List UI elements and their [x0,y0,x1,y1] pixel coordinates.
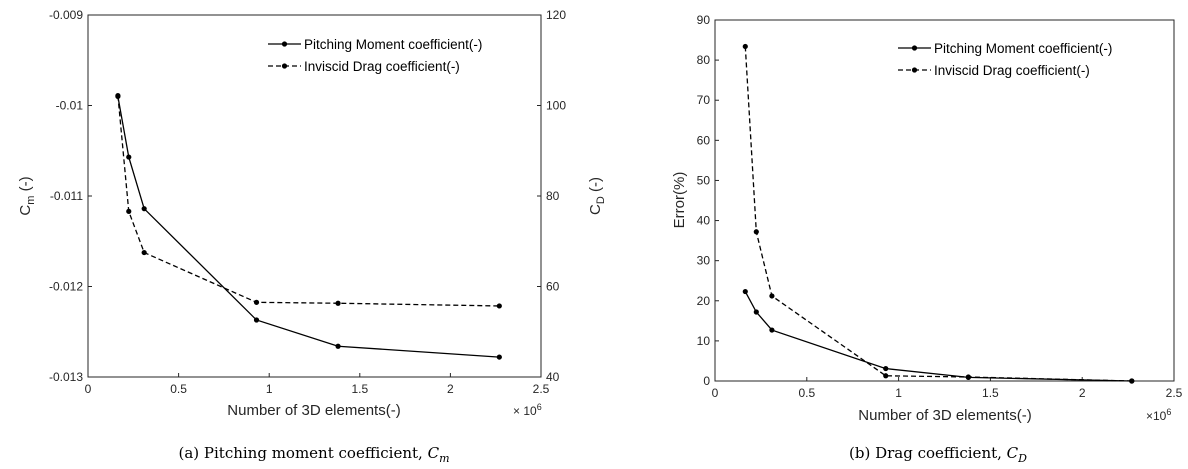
plot-a-y-right-tick-label: 60 [546,280,560,294]
plot-a-x-tick-label: 1.5 [351,382,368,396]
legend-b-dashed-marker [911,67,918,73]
plot-a-series-1-point [335,343,341,349]
plot-b-y-tick-label: 30 [697,254,711,268]
plot-b-series-2-point [965,374,971,380]
plot-b-y-tick-label: 20 [697,294,711,308]
legend-a-item-1: Pitching Moment coefficient(-) [304,37,482,52]
plot-a-x-ticks: 0 0.5 1 1.5 2 2.5 [85,373,550,396]
plot-b-x-tick-label: 1 [895,386,902,400]
plot-a-series-1-point [126,154,132,160]
plot-b-y-tick-label: 70 [697,93,711,107]
plot-b-series-2-line [744,46,1132,382]
plot-a-y-right-tick-label: 80 [546,189,560,203]
plot-a-series-2-point [126,208,132,214]
plot-a-y-left-tick-label: -0.01 [56,99,84,113]
plot-a-series-2-point [253,299,260,305]
plot-b-x-tick-label: 0 [712,386,719,400]
plot-b-y-tick-label: 60 [697,133,711,147]
plot-b-series-1-point [769,327,775,333]
plot-b-series-1-line [744,291,1132,382]
plot-a-series-1-point [253,317,260,323]
plot-a-series-1-point [496,354,502,360]
plot-a-y-left-label: Cm (-) [17,176,37,215]
plot-a-x-axis-label: Number of 3D elements(-) [227,402,400,419]
plot-a-x-tick-label: 1 [266,382,273,396]
legend-a-solid-marker [281,41,288,47]
plot-a-y-left-tick-label: -0.013 [49,370,83,384]
plot-a-y-right-tick-label: 40 [546,370,560,384]
plot-a-y-right-tick-label: 120 [546,8,566,22]
plot-a-x-tick-label: 0.5 [170,382,187,396]
plot-a-x-tick-label: 2.5 [533,382,550,396]
legend-b-solid-marker [911,45,918,51]
plot-b-y-tick-label: 40 [697,214,711,228]
plot-a-y-right-tick-label: 100 [546,99,566,113]
plot-a-series-2-point [335,300,341,306]
plot-b-x-tick-label: 2.5 [1166,386,1183,400]
plot-b-x-axis-label: Number of 3D elements(-) [858,407,1031,424]
plot-b-y-tick-label: 90 [697,13,711,27]
plot-a-x-tick-label: 2 [447,382,454,396]
plot-b-y-ticks: 0 10 20 30 40 50 60 70 80 90 [697,13,719,388]
plot-a-x-exponent: × 106 [513,402,542,418]
plot-a-caption: (a) Pitching moment coefficient, Cm [178,444,449,465]
plot-b-series [742,43,1135,384]
plot-a-y-left-tick-label: -0.012 [49,280,83,294]
legend-a-dashed-marker [281,63,288,69]
plot-a-y-left-tick-label: -0.009 [49,8,83,22]
plot-b-series-2-point [753,229,759,235]
plot-a-y-left-ticks: -0.013 -0.012 -0.011 -0.01 -0.009 [49,8,92,384]
plot-a-series-2-point [115,92,121,99]
plot-b-y-tick-label: 80 [697,53,711,67]
plot-a-series-2-line [117,95,500,307]
plot-b-series-1-point [742,288,748,295]
plot-b-series-1-point [753,309,759,315]
plot-b: 0 0.5 1 1.5 2 2.5 0 10 20 30 40 50 60 70 80 90 Number … [671,13,1183,465]
plot-b-x-exponent: ×106 [1146,407,1171,423]
plot-b-y-axis-label: Error(%) [671,172,688,229]
plot-a-y-left-tick-label: -0.011 [50,189,83,203]
plot-a-y-right-ticks: 40 60 80 100 120 [537,8,566,384]
legend-a-item-2: Inviscid Drag coefficient(-) [304,59,460,74]
plot-b-series-2-point [1129,378,1135,384]
plot-a-x-tick-label: 0 [85,382,92,396]
plot-a-series-2-point [496,303,502,309]
plot-b-legend: Pitching Moment coefficient(-) Inviscid … [898,41,1112,78]
plot-b-series-2-point [769,293,775,299]
plot-a-y-right-label: CD (-) [587,177,607,215]
plot-a: 0 0.5 1 1.5 2 2.5 -0.013-0.012-0.011-0.01-0.0… [17,8,607,465]
plot-a-series-2-point [141,249,147,256]
plot-b-x-ticks: 0 0.5 1 1.5 2 2.5 [712,377,1183,400]
plot-b-caption: (b) Drag coefficient, CD [849,444,1027,465]
plot-b-series-2-point [742,43,748,50]
plot-b-frame [714,19,1175,382]
plot-b-x-tick-label: 0.5 [798,386,815,400]
legend-b-item-2: Inviscid Drag coefficient(-) [934,63,1090,78]
plot-b-x-tick-label: 1.5 [982,386,999,400]
plot-b-x-tick-label: 2 [1079,386,1086,400]
plot-a-series-1-point [141,206,147,212]
plot-a-series-1-line [117,96,500,358]
legend-b-item-1: Pitching Moment coefficient(-) [934,41,1112,56]
plot-b-series-2-point [883,373,889,379]
plot-a-series [115,92,502,360]
plot-b-y-tick-label: 0 [703,374,710,388]
plot-a-legend: Pitching Moment coefficient(-) Inviscid … [268,37,482,74]
plot-b-y-tick-label: 10 [697,334,711,348]
plot-b-series-1-point [883,365,889,372]
plot-b-y-tick-label: 50 [697,173,711,187]
